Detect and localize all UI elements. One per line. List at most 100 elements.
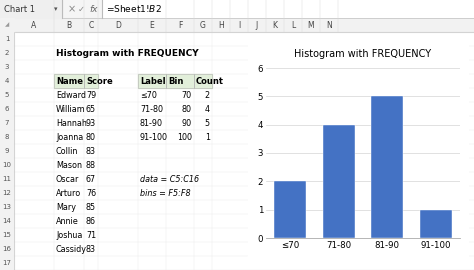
Text: 11: 11 bbox=[2, 176, 11, 182]
Text: 6: 6 bbox=[5, 106, 9, 112]
Text: Collin: Collin bbox=[56, 147, 78, 156]
Text: 1: 1 bbox=[5, 36, 9, 42]
Circle shape bbox=[245, 257, 251, 263]
Circle shape bbox=[453, 42, 457, 46]
Bar bbox=[84, 74, 98, 88]
Circle shape bbox=[355, 35, 361, 41]
Text: 8: 8 bbox=[5, 134, 9, 140]
Text: 100: 100 bbox=[177, 133, 192, 141]
Text: C: C bbox=[88, 21, 94, 29]
Circle shape bbox=[465, 257, 471, 263]
Text: 71-80: 71-80 bbox=[140, 104, 163, 113]
Text: 16: 16 bbox=[2, 246, 11, 252]
Text: 85: 85 bbox=[86, 202, 96, 211]
Circle shape bbox=[453, 52, 457, 56]
Bar bbox=[194, 74, 212, 88]
Bar bbox=[0, 0, 474, 18]
Text: Score: Score bbox=[86, 76, 113, 86]
Text: 15: 15 bbox=[2, 232, 11, 238]
Bar bbox=[84, 74, 98, 88]
Text: Mason: Mason bbox=[56, 160, 82, 170]
Text: 1: 1 bbox=[205, 133, 210, 141]
Text: 71: 71 bbox=[86, 231, 96, 239]
Text: K: K bbox=[273, 21, 277, 29]
Bar bbox=[248, 38, 468, 260]
Text: 3: 3 bbox=[5, 64, 9, 70]
Bar bbox=[420, 210, 452, 238]
Text: 13: 13 bbox=[2, 204, 11, 210]
Text: Histogram with FREQUENCY: Histogram with FREQUENCY bbox=[56, 49, 199, 58]
Text: Count: Count bbox=[196, 76, 224, 86]
Text: 5: 5 bbox=[205, 119, 210, 127]
Text: G: G bbox=[200, 21, 206, 29]
Bar bbox=[372, 96, 403, 238]
Circle shape bbox=[268, 42, 272, 46]
Circle shape bbox=[268, 62, 272, 66]
Text: ≤70: ≤70 bbox=[140, 90, 157, 100]
Text: 76: 76 bbox=[86, 188, 96, 197]
Text: 91-100: 91-100 bbox=[140, 133, 168, 141]
Text: ◢: ◢ bbox=[5, 22, 9, 28]
Text: ×: × bbox=[68, 4, 76, 14]
Text: Bin: Bin bbox=[168, 76, 183, 86]
Circle shape bbox=[355, 257, 361, 263]
Text: F: F bbox=[178, 21, 182, 29]
Text: Joanna: Joanna bbox=[56, 133, 83, 141]
Bar bbox=[194, 74, 212, 88]
Text: Name: Name bbox=[56, 76, 83, 86]
Circle shape bbox=[465, 35, 471, 41]
Text: ✓: ✓ bbox=[78, 5, 85, 14]
Bar bbox=[0, 32, 14, 270]
Text: 80: 80 bbox=[86, 133, 96, 141]
Bar bbox=[270, 44, 455, 64]
Circle shape bbox=[245, 35, 251, 41]
Text: Annie: Annie bbox=[56, 217, 79, 225]
Bar bbox=[102, 0, 474, 18]
Text: 81-90: 81-90 bbox=[140, 119, 163, 127]
Bar bbox=[166, 74, 194, 88]
Text: Oscar: Oscar bbox=[56, 174, 79, 184]
Text: Arturo: Arturo bbox=[56, 188, 81, 197]
Circle shape bbox=[465, 146, 471, 152]
Text: A: A bbox=[31, 21, 36, 29]
Text: Chart 1: Chart 1 bbox=[4, 5, 35, 14]
Text: I: I bbox=[238, 21, 240, 29]
Text: 88: 88 bbox=[86, 160, 96, 170]
Text: 7: 7 bbox=[5, 120, 9, 126]
Bar bbox=[323, 125, 355, 238]
Circle shape bbox=[268, 52, 272, 56]
Circle shape bbox=[360, 42, 365, 46]
Text: bins = F5:F8: bins = F5:F8 bbox=[140, 188, 191, 197]
Text: 65: 65 bbox=[86, 104, 96, 113]
Text: E: E bbox=[150, 21, 155, 29]
Text: 80: 80 bbox=[182, 104, 192, 113]
Bar bbox=[166, 74, 194, 88]
Text: B: B bbox=[66, 21, 72, 29]
Text: 9: 9 bbox=[5, 148, 9, 154]
Text: 17: 17 bbox=[2, 260, 11, 266]
Text: Cassidy: Cassidy bbox=[56, 245, 87, 254]
Text: Histogram with FREQUENCY: Histogram with FREQUENCY bbox=[294, 49, 431, 59]
Text: N: N bbox=[326, 21, 332, 29]
Text: Mary: Mary bbox=[56, 202, 76, 211]
Bar bbox=[0, 18, 474, 32]
Text: fx: fx bbox=[89, 5, 98, 14]
Bar bbox=[0, 18, 14, 32]
Text: 12: 12 bbox=[2, 190, 11, 196]
Text: 14: 14 bbox=[2, 218, 11, 224]
Text: data = C5:C16: data = C5:C16 bbox=[140, 174, 199, 184]
Bar bbox=[138, 74, 166, 88]
Text: 83: 83 bbox=[86, 245, 96, 254]
Text: 70: 70 bbox=[182, 90, 192, 100]
Bar bbox=[0, 0, 62, 18]
Text: 93: 93 bbox=[86, 119, 96, 127]
Text: William: William bbox=[56, 104, 86, 113]
Bar bbox=[138, 74, 166, 88]
Bar bbox=[274, 181, 306, 238]
Text: 10: 10 bbox=[2, 162, 11, 168]
Text: Joshua: Joshua bbox=[56, 231, 82, 239]
Text: 90: 90 bbox=[182, 119, 192, 127]
Text: 2: 2 bbox=[5, 50, 9, 56]
Text: 4: 4 bbox=[5, 78, 9, 84]
Bar bbox=[0, 32, 474, 270]
